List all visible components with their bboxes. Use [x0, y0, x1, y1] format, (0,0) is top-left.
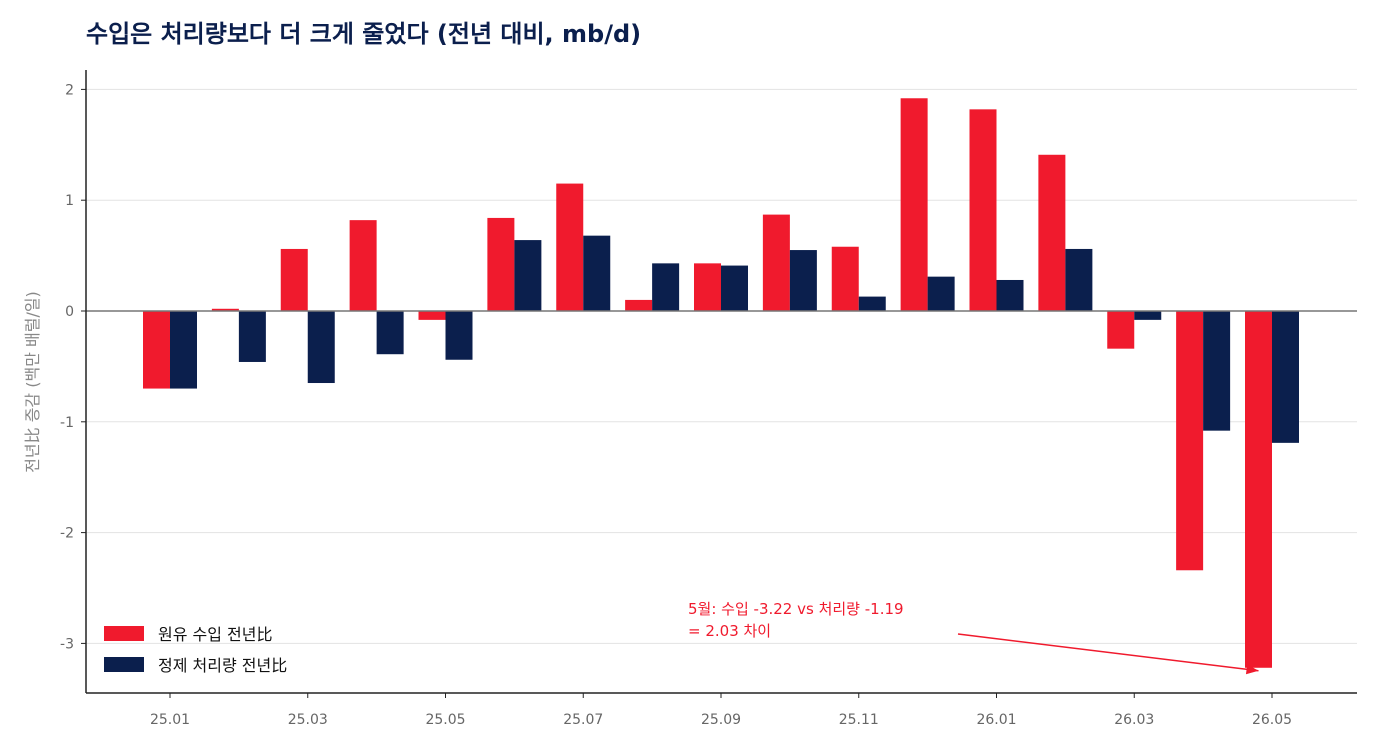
bar-imports-25.01 [143, 311, 170, 389]
bar-throughput-25.07 [583, 235, 611, 311]
bars [143, 98, 1299, 668]
bar-throughput-26.01 [996, 279, 1024, 311]
bar-throughput-26.03 [1134, 311, 1162, 320]
x-tick-label: 26.01 [976, 712, 1016, 728]
bar-throughput-25.06 [514, 240, 542, 311]
bar-throughput-26.05 [1272, 311, 1299, 443]
bar-throughput-25.12 [927, 276, 955, 311]
bar-throughput-25.01 [170, 311, 197, 389]
bar-imports-25.06 [487, 217, 515, 311]
bar-throughput-25.05 [445, 311, 473, 360]
bar-imports-25.02 [211, 308, 239, 311]
y-tick-label: 1 [65, 193, 74, 209]
bar-imports-26.05 [1245, 311, 1272, 668]
bar-throughput-26.02 [1065, 248, 1093, 311]
bar-imports-25.04 [349, 220, 377, 311]
annotation-arrowhead [1245, 664, 1259, 675]
bar-imports-25.10 [762, 214, 790, 311]
x-tick-label: 25.07 [563, 712, 603, 728]
bar-throughput-25.11 [858, 296, 886, 311]
legend-swatch-imports [104, 626, 144, 641]
bar-throughput-25.08 [652, 263, 680, 311]
annotation-line-2: = 2.03 차이 [688, 622, 771, 640]
legend: 원유 수입 전년比 정제 처리량 전년比 [104, 625, 287, 675]
x-tick-label: 25.09 [701, 712, 741, 728]
bar-imports-25.05 [418, 311, 446, 320]
annotation: 5월: 수입 -3.22 vs 처리량 -1.19 = 2.03 차이 [688, 600, 1259, 675]
bar-throughput-25.03 [307, 311, 335, 384]
bar-imports-26.02 [1038, 154, 1066, 311]
y-tick-label: -1 [60, 415, 74, 431]
x-tick-label: 25.01 [150, 712, 190, 728]
bar-imports-25.08 [625, 299, 653, 311]
chart-title: 수입은 처리량보다 더 크게 줄었다 (전년 대비, mb/d) [86, 20, 642, 48]
annotation-line-1: 5월: 수입 -3.22 vs 처리량 -1.19 [688, 600, 904, 618]
y-axis-label: 전년比 증감 (백만 배럴/일) [23, 291, 42, 473]
y-tick-label: 0 [65, 304, 74, 320]
bar-throughput-25.09 [721, 265, 748, 311]
bar-throughput-25.10 [789, 250, 817, 311]
bar-imports-26.03 [1107, 311, 1135, 349]
x-tick-label: 25.03 [288, 712, 328, 728]
x-tick-labels: 25.01 25.03 25.05 25.07 25.09 25.11 26.01 26.03… [150, 693, 1292, 728]
legend-swatch-throughput [104, 657, 144, 672]
bar-throughput-25.04 [376, 311, 404, 355]
annotation-arrow [957, 633, 1259, 672]
bar-imports-25.07 [556, 183, 584, 311]
bar-imports-26.04 [1176, 311, 1204, 571]
legend-label-imports: 원유 수입 전년比 [158, 625, 273, 644]
bar-imports-25.03 [280, 248, 308, 311]
x-tick-label: 26.03 [1114, 712, 1154, 728]
bar-throughput-25.02 [238, 311, 266, 362]
bar-imports-26.01 [969, 109, 997, 312]
legend-label-throughput: 정제 처리량 전년比 [158, 656, 287, 675]
y-tick-label: -3 [60, 636, 74, 652]
bar-imports-25.12 [900, 98, 928, 311]
bar-throughput-26.04 [1203, 311, 1231, 431]
x-tick-label: 26.05 [1252, 712, 1292, 728]
x-tick-label: 25.05 [425, 712, 465, 728]
y-tick-labels: 2 1 0 -1 -2 -3 [60, 82, 86, 652]
x-tick-label: 25.11 [839, 712, 879, 728]
grid-lines [86, 88, 1357, 644]
bar-imports-25.11 [831, 246, 859, 311]
y-tick-label: -2 [60, 526, 74, 542]
bar-imports-25.09 [694, 263, 721, 311]
y-tick-label: 2 [65, 82, 74, 98]
